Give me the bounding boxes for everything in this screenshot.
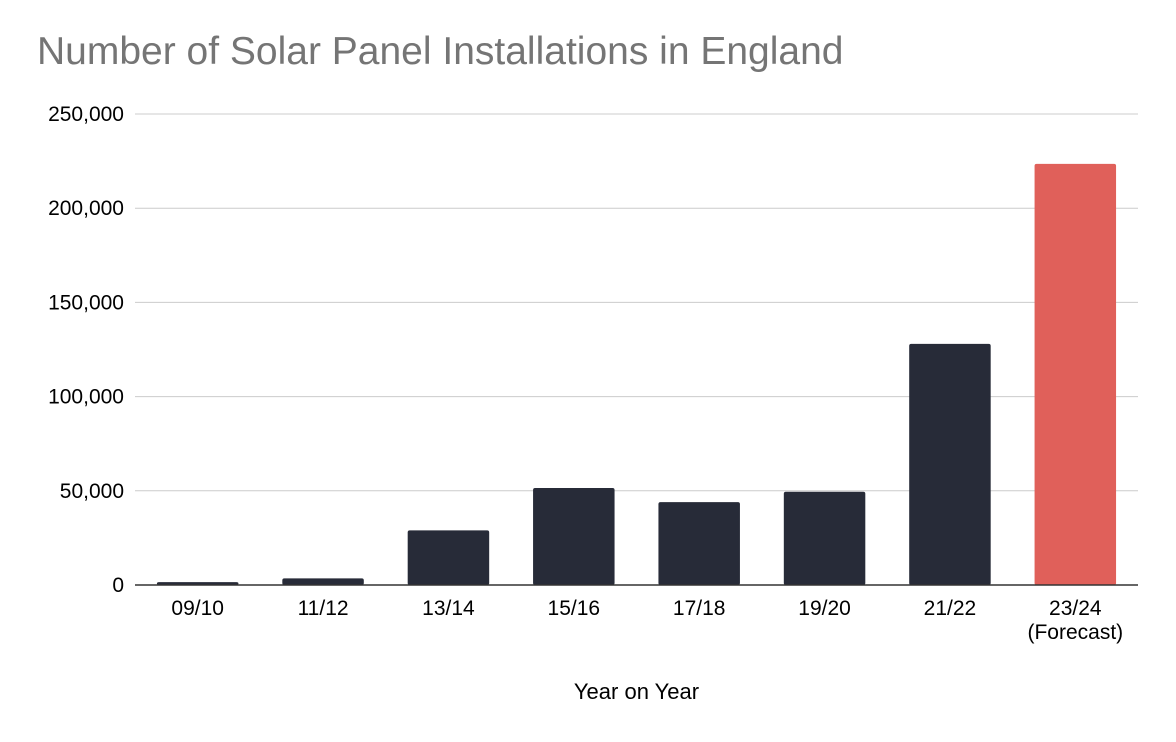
- bar-7: [1034, 163, 1117, 585]
- bar-1: [282, 578, 364, 585]
- y-axis-ticks: 0 50,000 100,000 150,000 200,000 250,000: [48, 103, 124, 597]
- bars: [156, 163, 1117, 585]
- y-tick-label: 0: [112, 574, 124, 597]
- y-tick-label: 100,000: [48, 386, 124, 409]
- x-tick-label: 09/10: [171, 597, 224, 620]
- bar-6: [909, 343, 991, 585]
- x-tick-label: 23/24 (Forecast): [1027, 597, 1123, 644]
- y-tick-label: 200,000: [48, 197, 124, 220]
- bar-3: [533, 487, 615, 585]
- y-tick-label: 150,000: [48, 291, 124, 314]
- bar-4: [658, 502, 740, 585]
- x-tick-label: 15/16: [548, 597, 601, 620]
- y-tick-label: 250,000: [48, 103, 124, 126]
- x-tick-label: 21/22: [924, 597, 977, 620]
- x-tick-label: 11/12: [298, 597, 349, 620]
- x-axis-ticks: 09/10 11/12 13/14 15/16 17/18 19/20 21/22 23/24…: [171, 597, 1123, 644]
- chart-title: Number of Solar Panel Installations in E…: [37, 30, 844, 73]
- x-tick-label: 19/20: [798, 597, 851, 620]
- y-tick-label: 50,000: [60, 480, 124, 503]
- bar-5: [783, 491, 866, 585]
- x-tick-label: 17/18: [673, 597, 726, 620]
- bar-2: [407, 530, 490, 585]
- x-tick-label: 13/14: [422, 597, 475, 620]
- x-axis-label: Year on Year: [574, 679, 699, 704]
